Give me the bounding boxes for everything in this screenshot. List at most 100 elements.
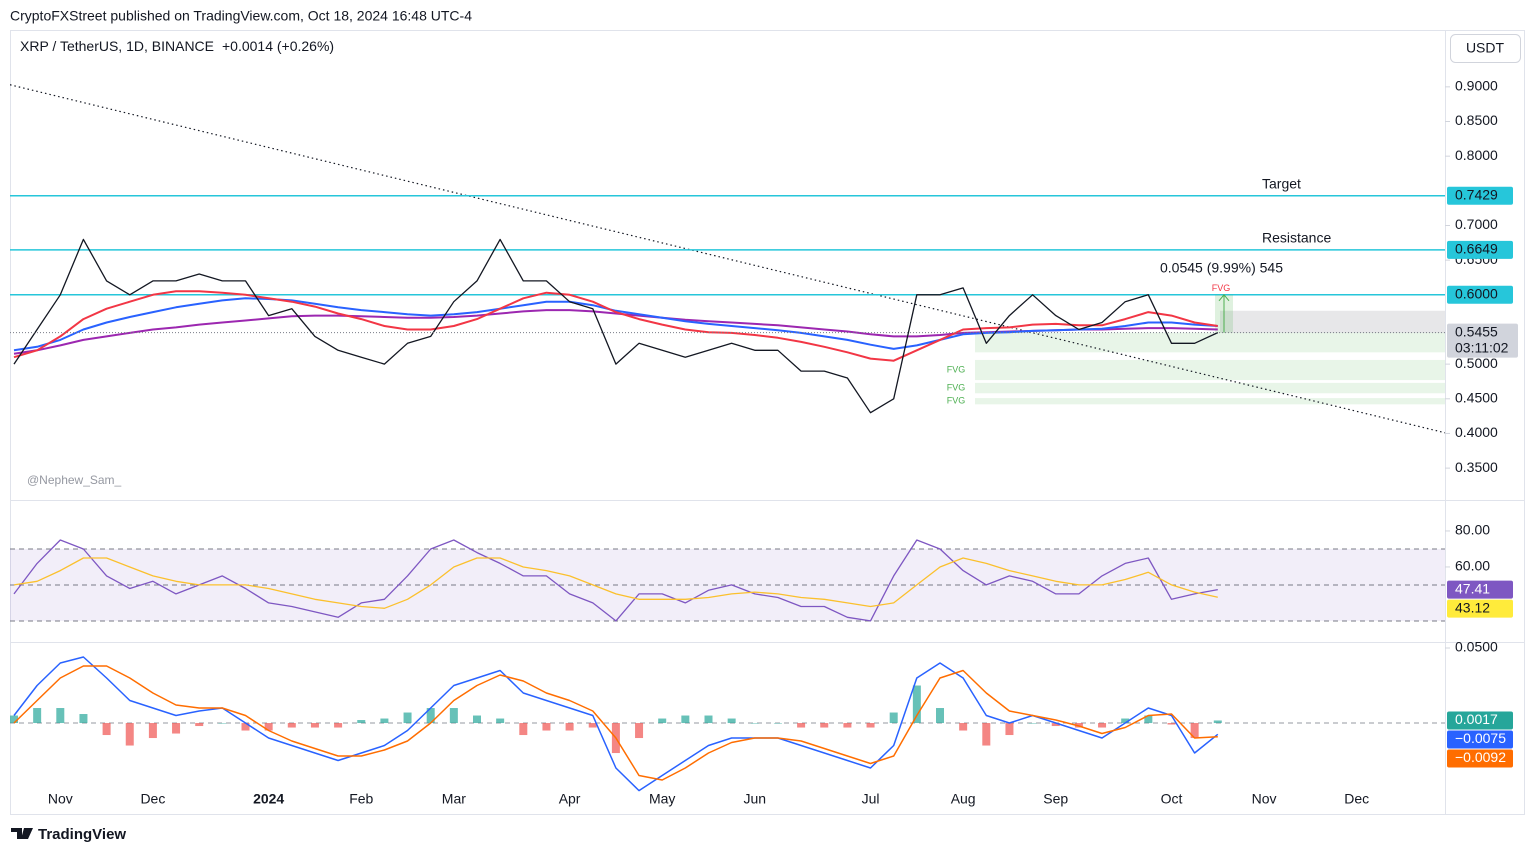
level-tag xyxy=(1447,186,1513,205)
histogram-bar xyxy=(635,723,644,739)
histogram-bar xyxy=(33,708,42,724)
histogram-bar xyxy=(936,708,944,724)
fvg-zone xyxy=(975,359,1445,381)
y-tick-label: 0.8000 xyxy=(1455,147,1498,163)
x-tick-label: Sep xyxy=(1043,791,1068,807)
histogram-bar xyxy=(56,708,65,724)
histogram-bar xyxy=(334,723,343,728)
histogram-bar xyxy=(982,723,991,746)
value-tag xyxy=(1447,730,1513,749)
value-tag-label: −0.0075 xyxy=(1455,730,1506,746)
histogram-bar xyxy=(750,723,759,724)
level-tag-label: 0.6649 xyxy=(1455,241,1498,257)
fvg-bearish-label: FVG xyxy=(1212,283,1231,293)
histogram-bar xyxy=(241,723,250,731)
level-name: Resistance xyxy=(1262,230,1331,246)
brand-logo xyxy=(11,828,33,839)
fvg-label: FVG xyxy=(947,364,966,374)
y-tick-label: 80.00 xyxy=(1455,522,1490,538)
fvg-zone xyxy=(975,332,1445,353)
x-tick-label: 2024 xyxy=(253,791,284,807)
histogram-bar xyxy=(496,718,505,724)
x-tick-label: Aug xyxy=(951,791,976,807)
fvg-zone xyxy=(975,382,1445,394)
x-tick-label: Oct xyxy=(1161,791,1183,807)
histogram-bar xyxy=(519,723,528,736)
histogram-bar xyxy=(1213,720,1222,724)
level-name: Target xyxy=(1262,175,1301,191)
histogram-bar xyxy=(866,723,875,728)
histogram-bar xyxy=(1144,715,1153,724)
value-tag-label: 43.12 xyxy=(1455,599,1490,615)
measure-arrowhead xyxy=(1218,294,1230,302)
y-tick-label: 0.9000 xyxy=(1455,78,1498,94)
histogram-bar xyxy=(542,723,551,731)
histogram-bar xyxy=(889,712,898,724)
histogram-bar xyxy=(449,708,458,724)
series-line xyxy=(13,539,1218,622)
histogram-bar xyxy=(843,723,852,728)
price-change: +0.0014 (+0.26%) xyxy=(222,38,334,54)
histogram-bar xyxy=(357,720,366,724)
histogram-bar xyxy=(912,685,921,724)
y-tick-label: 0.3500 xyxy=(1455,459,1498,475)
publisher-line: CryptoFXStreet published on TradingView.… xyxy=(10,8,472,24)
countdown: 03:11:02 xyxy=(1455,339,1509,355)
histogram-bar xyxy=(125,723,134,746)
x-tick-label: May xyxy=(649,791,675,807)
series-line xyxy=(13,238,1219,414)
fvg-label: FVG xyxy=(947,396,966,406)
histogram-bar xyxy=(658,718,667,724)
last-price-label: 0.5455 xyxy=(1455,323,1498,339)
fvg-label: FVG xyxy=(947,382,966,392)
y-tick-label: 60.00 xyxy=(1455,558,1490,574)
histogram-bar xyxy=(773,723,782,724)
x-tick-label: Nov xyxy=(1252,791,1277,807)
x-tick-label: Nov xyxy=(48,791,73,807)
histogram-bar xyxy=(1028,723,1037,724)
y-tick-label: 0.8500 xyxy=(1455,112,1498,128)
last-price-tag xyxy=(1447,323,1518,358)
x-tick-label: Dec xyxy=(1344,791,1369,807)
histogram-bar xyxy=(310,723,319,728)
value-tag xyxy=(1447,749,1513,768)
histogram-bar xyxy=(1121,718,1130,724)
y-tick-label: 0.4500 xyxy=(1455,389,1498,405)
histogram-bar xyxy=(426,708,435,724)
histogram-bar xyxy=(959,723,968,731)
histogram-bar xyxy=(79,714,88,724)
x-tick-label: Feb xyxy=(349,791,373,807)
trendline xyxy=(10,84,1445,434)
histogram-bar xyxy=(1005,723,1014,736)
histogram-bar xyxy=(681,715,690,724)
series-line xyxy=(13,656,1219,792)
histogram-bar xyxy=(1190,723,1199,739)
y-tick-label: 0.5000 xyxy=(1455,355,1498,371)
histogram-bar xyxy=(10,715,18,724)
histogram-bar xyxy=(287,723,296,728)
level-tag-label: 0.6000 xyxy=(1455,286,1498,302)
x-tick-label: Mar xyxy=(442,791,466,807)
symbol: XRP / TetherUS, 1D, BINANCE xyxy=(20,38,214,54)
histogram-bar xyxy=(218,723,227,724)
fvg-bearish-zone xyxy=(1220,310,1445,333)
value-tag-label: 47.41 xyxy=(1455,580,1490,596)
histogram-bar xyxy=(1167,723,1176,725)
value-tag xyxy=(1447,580,1513,599)
level-tag-label: 0.7429 xyxy=(1455,186,1498,202)
series-line xyxy=(13,665,1218,781)
x-tick-label: Jul xyxy=(862,791,880,807)
histogram-bar xyxy=(403,712,412,724)
plot-area: FVG FVG FVG FVG Target Resistance 0.0545 (9.99… xyxy=(10,84,1445,792)
currency-label[interactable]: USDT xyxy=(1466,40,1505,56)
histogram-bar xyxy=(727,718,736,724)
histogram-bar xyxy=(473,715,481,724)
x-tick-label: Dec xyxy=(140,791,165,807)
histogram-bar xyxy=(565,723,574,731)
brand-name: TradingView xyxy=(38,826,126,843)
value-tag xyxy=(1447,599,1513,618)
currency-button[interactable] xyxy=(1450,34,1521,63)
histogram-bar xyxy=(380,718,389,724)
